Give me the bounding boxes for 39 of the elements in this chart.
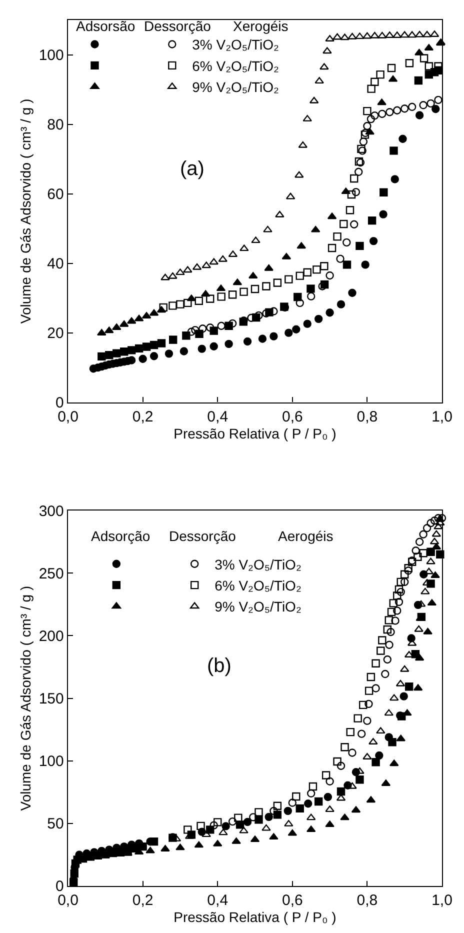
legend-label: 3% V₂O₅/TiO₂: [214, 556, 302, 572]
y-tick-label: 80: [47, 116, 64, 134]
legend-label: 6% V₂O₅/TiO₂: [192, 58, 279, 74]
legend-title: Xerogéis: [233, 18, 288, 34]
legend-label: 9% V₂O₅/TiO₂: [214, 598, 302, 615]
y-axis-title: Volume de Gás Adsorvido ( cm³ / g ): [17, 98, 34, 324]
annotation: Adsorsão: [76, 18, 136, 34]
x-tick-label: 0,2: [132, 892, 154, 910]
x-tick-label: 0,6: [282, 892, 303, 910]
y-tick-label: 60: [47, 186, 64, 204]
legend-label: 6% V₂O₅/TiO₂: [214, 578, 302, 594]
x-tick-label: 1,0: [432, 892, 452, 910]
annotation: (b): [207, 655, 232, 677]
y-tick-label: 50: [47, 816, 64, 833]
y-tick-label: 200: [38, 628, 64, 645]
x-axis-title: Pressão Relativa ( P / P₀ ): [174, 909, 336, 926]
y-axis-title: Volume de Gás Adsorvido ( cm³ / g ): [17, 586, 34, 811]
y-tick-label: 40: [47, 256, 64, 273]
x-tick-label: 0,2: [132, 408, 154, 426]
y-tick-label: 150: [38, 690, 64, 708]
annotation: (a): [180, 158, 204, 180]
y-tick-label: 250: [38, 565, 64, 582]
x-tick-label: 1,0: [432, 408, 452, 426]
x-tick-label: 0,8: [356, 892, 378, 910]
x-tick-label: 0,4: [207, 408, 228, 426]
x-axis-title: Pressão Relativa ( P / P₀ ): [174, 425, 336, 442]
x-tick-label: 0,6: [282, 408, 303, 426]
annotation: Dessorção: [144, 18, 212, 34]
y-tick-label: 20: [47, 325, 64, 342]
annotation: Dessorção: [169, 528, 236, 544]
x-tick-label: 0,8: [356, 408, 378, 426]
y-tick-label: 100: [38, 753, 64, 770]
legend-title: Aerogéis: [278, 528, 334, 544]
y-tick-label: 300: [38, 502, 64, 520]
legend-label: 9% V₂O₅/TiO₂: [192, 79, 279, 96]
annotation: Adsorção: [91, 528, 150, 544]
x-tick-label: 0,4: [207, 892, 228, 910]
y-tick-label: 100: [38, 47, 64, 64]
legend-label: 3% V₂O₅/TiO₂: [192, 36, 279, 53]
